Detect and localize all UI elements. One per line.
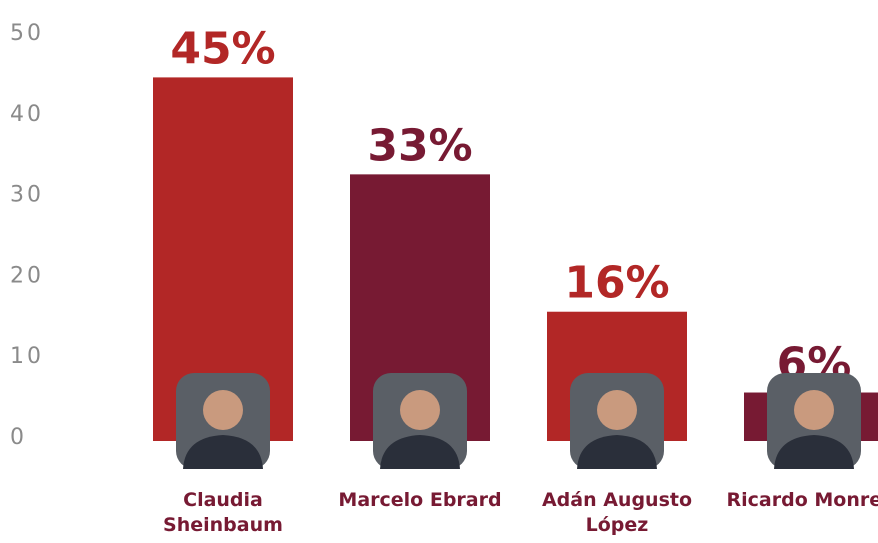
portrait-head — [794, 390, 834, 430]
y-tick-label: 50 — [10, 21, 44, 46]
chart-container: 0102030405045%33%16%6% Claudia Sheinbaum… — [0, 0, 878, 543]
x-tick-label: Claudia Sheinbaum — [128, 488, 318, 538]
y-tick-label: 0 — [10, 425, 27, 450]
portrait — [767, 373, 861, 469]
portrait-head — [203, 390, 243, 430]
y-tick-label: 10 — [10, 344, 44, 369]
value-label: 33% — [367, 120, 472, 171]
chart: 0102030405045%33%16%6% — [0, 0, 878, 543]
y-tick-label: 30 — [10, 183, 44, 208]
portrait-head — [400, 390, 440, 430]
y-tick-label: 20 — [10, 263, 44, 288]
portrait — [570, 373, 664, 469]
value-label: 45% — [170, 23, 275, 74]
portrait-head — [597, 390, 637, 430]
x-tick-label: Marcelo Ebrard — [325, 488, 515, 513]
x-tick-label: Ricardo Monreal — [719, 488, 878, 513]
y-tick-label: 40 — [10, 102, 44, 127]
x-tick-label: Adán Augusto López — [522, 488, 712, 538]
portrait — [373, 373, 467, 469]
portrait — [176, 373, 270, 469]
value-label: 16% — [564, 258, 669, 309]
